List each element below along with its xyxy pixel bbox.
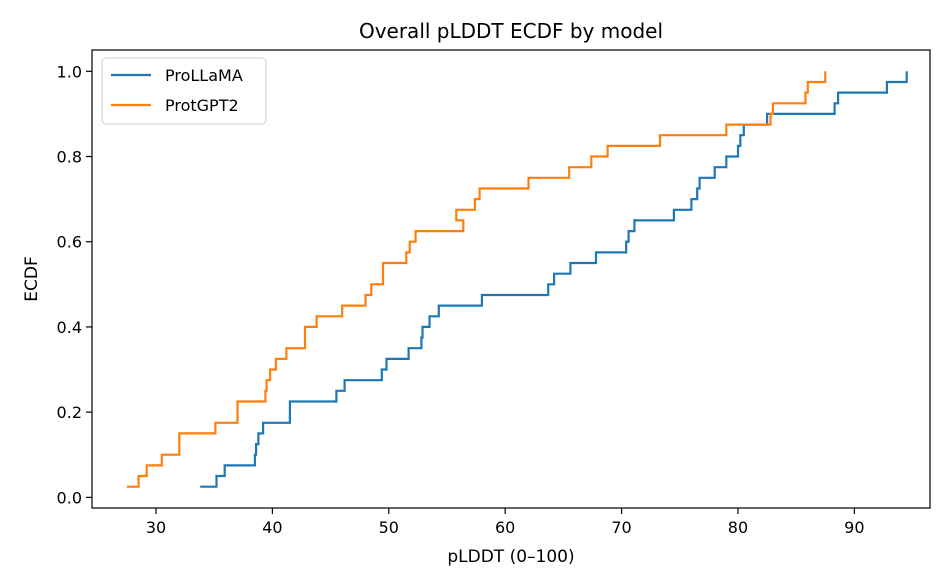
x-tick-label: 50 bbox=[379, 518, 399, 537]
x-tick-label: 60 bbox=[495, 518, 515, 537]
y-tick-label: 0.6 bbox=[57, 233, 82, 252]
y-tick-label: 0.0 bbox=[57, 488, 82, 507]
chart-title: Overall pLDDT ECDF by model bbox=[359, 19, 663, 43]
x-axis-label: pLDDT (0–100) bbox=[447, 547, 574, 567]
plot-frame bbox=[91, 49, 931, 509]
y-tick-label: 0.2 bbox=[57, 403, 82, 422]
y-tick-label: 1.0 bbox=[57, 62, 82, 81]
x-tick-label: 40 bbox=[262, 518, 282, 537]
legend: ProLLaMA ProtGPT2 bbox=[101, 57, 267, 125]
legend-label-prollama: ProLLaMA bbox=[165, 66, 243, 85]
x-tick-label: 90 bbox=[844, 518, 864, 537]
x-tick-label: 80 bbox=[728, 518, 748, 537]
series-line-prollama bbox=[200, 71, 908, 488]
x-axis: 30 40 50 60 70 80 90 bbox=[146, 508, 865, 537]
y-axis: 0.0 0.2 0.4 0.6 0.8 1.0 bbox=[57, 62, 92, 507]
x-tick-label: 70 bbox=[611, 518, 631, 537]
x-tick-label: 30 bbox=[146, 518, 166, 537]
series-layer bbox=[126, 71, 908, 488]
legend-label-protgpt2: ProtGPT2 bbox=[165, 96, 239, 115]
series-line-protgpt2 bbox=[126, 71, 827, 488]
y-tick-label: 0.4 bbox=[57, 318, 82, 337]
y-tick-label: 0.8 bbox=[57, 148, 82, 167]
y-axis-label: ECDF bbox=[22, 256, 42, 301]
